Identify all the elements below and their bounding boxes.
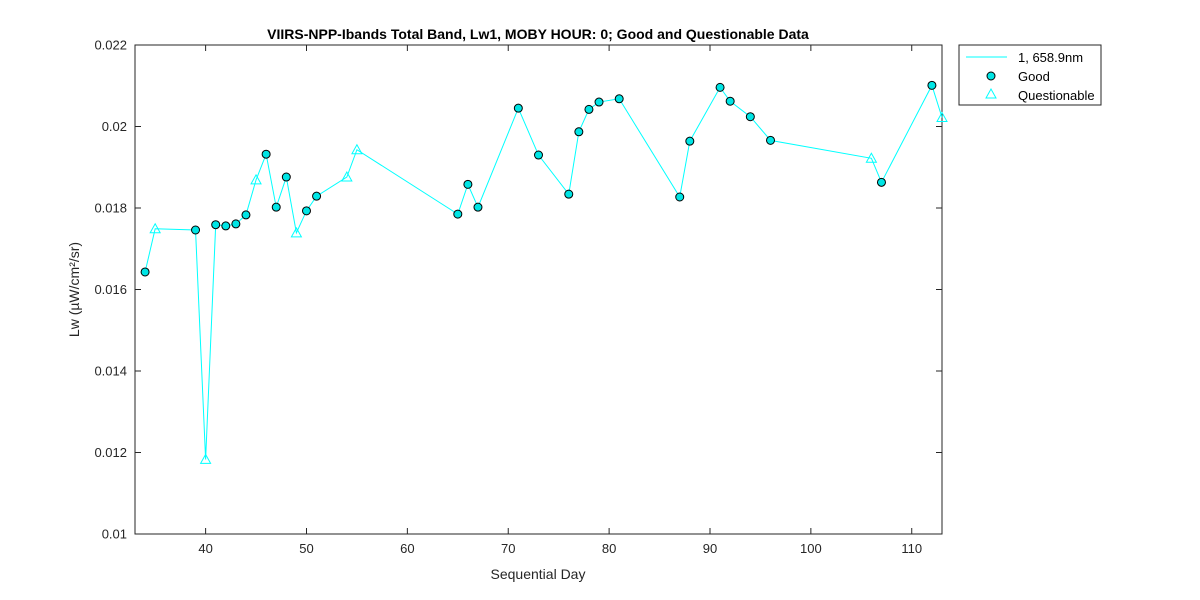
plot-area: 40 50 60 70 80 90 100 110 0.010.0120.0140.0160.… [94, 38, 948, 556]
x-tick-label: 110 [901, 541, 922, 556]
questionable-data-point [250, 173, 262, 185]
y-tick-label: 0.022 [94, 38, 127, 53]
good-data-point [140, 267, 150, 277]
x-tick-label: 90 [703, 541, 717, 556]
good-data-point [191, 225, 201, 235]
y-tick-label: 0.02 [102, 119, 127, 134]
good-data-point [766, 135, 776, 145]
y-tick-label: 0.014 [94, 364, 127, 379]
good-data-point [715, 82, 725, 92]
y-tick-label: 0.01 [102, 527, 127, 542]
questionable-data-point [149, 222, 162, 234]
good-data-point [221, 221, 231, 231]
good-data-point [241, 210, 251, 220]
good-data-point [675, 192, 685, 202]
good-data-point [231, 219, 241, 229]
good-data-point [574, 127, 584, 137]
questionable-data-point [865, 152, 878, 163]
series-markers [140, 80, 948, 464]
good-data-point [473, 202, 483, 212]
y-tick-label: 0.016 [94, 282, 127, 297]
questionable-data-point [290, 226, 303, 238]
legend: 1, 658.9nm Good Questionable [958, 44, 1102, 106]
x-axis: 40 50 60 70 80 90 100 110 [198, 45, 922, 556]
x-tick-label: 40 [198, 541, 212, 556]
chart-title: VIIRS-NPP-Ibands Total Band, Lw1, MOBY H… [267, 26, 809, 42]
plot-frame [134, 44, 943, 535]
good-data-point [594, 97, 604, 107]
x-axis-label: Sequential Day [491, 566, 586, 582]
good-data-point [534, 150, 543, 160]
good-data-point [463, 179, 473, 189]
legend-label-series: 1, 658.9nm [1018, 50, 1083, 65]
good-data-point [271, 202, 281, 212]
good-data-point [453, 209, 463, 219]
good-data-point [876, 177, 886, 187]
legend-good-marker [986, 71, 996, 81]
x-tick-label: 70 [501, 541, 515, 556]
legend-label-questionable: Questionable [1018, 88, 1095, 103]
x-tick-label: 60 [400, 541, 414, 556]
good-data-point [301, 206, 311, 216]
x-tick-label: 80 [602, 541, 616, 556]
good-data-point [745, 112, 755, 122]
good-data-point [584, 104, 594, 114]
y-tick-label: 0.018 [94, 201, 127, 216]
good-data-point [725, 96, 735, 106]
legend-questionable-marker [985, 87, 997, 99]
good-data-point [281, 172, 291, 182]
good-data-point [312, 191, 322, 201]
good-data-point [685, 136, 695, 146]
questionable-data-point [351, 143, 363, 155]
y-axis-label: Lw (µW/cm²/sr) [66, 242, 82, 337]
y-tick-label: 0.012 [94, 445, 127, 460]
legend-label-good: Good [1018, 69, 1050, 84]
x-tick-label: 100 [800, 541, 822, 556]
questionable-data-point [199, 453, 212, 464]
questionable-data-point [340, 171, 353, 182]
x-tick-label: 50 [299, 541, 313, 556]
good-data-point [261, 149, 271, 159]
y-axis: 0.01 0.012 0.014 0.016 0.018 0.02 0.022 [94, 38, 942, 542]
good-data-point [564, 189, 574, 199]
legend-box [958, 44, 1102, 106]
questionable-data-point [936, 111, 948, 123]
good-data-point [211, 220, 221, 230]
good-data-point [513, 103, 523, 113]
good-data-point [927, 80, 937, 90]
good-data-point [614, 94, 624, 104]
